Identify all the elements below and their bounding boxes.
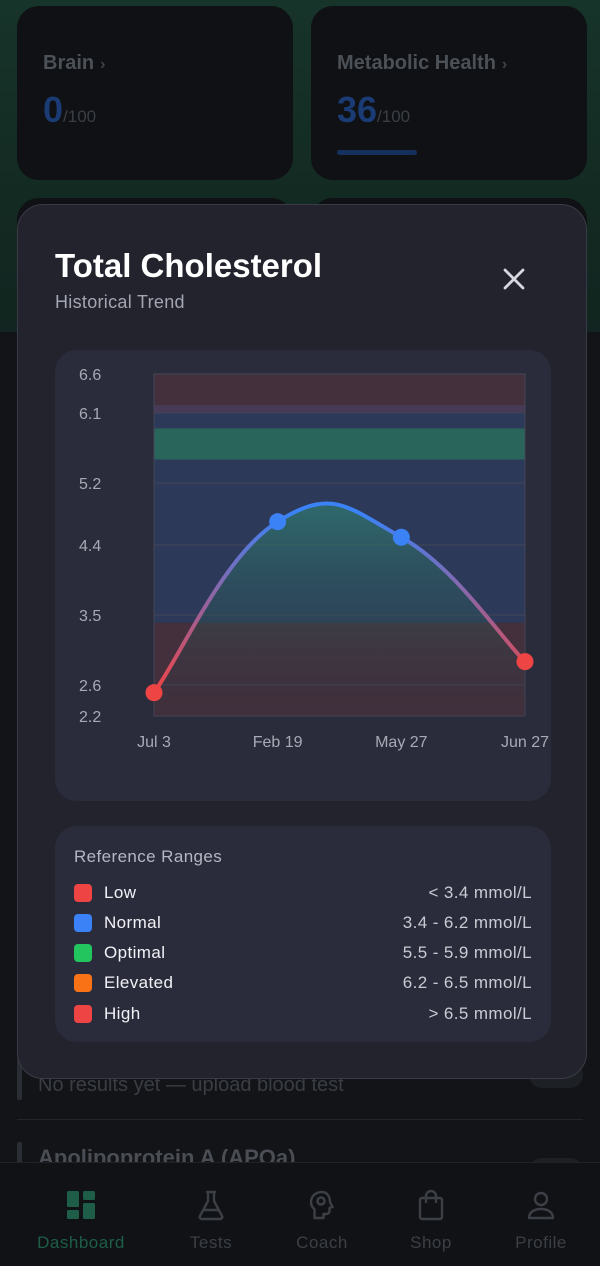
nav-label: Dashboard [37, 1233, 125, 1252]
data-point [516, 653, 534, 671]
trend-area [154, 503, 525, 716]
reference-range: > 6.5 mmol/L [428, 1004, 532, 1023]
close-icon [503, 268, 525, 290]
dashboard-icon [67, 1191, 95, 1219]
data-point [269, 513, 287, 531]
user-icon [527, 1191, 555, 1220]
y-tick-label: 6.6 [79, 367, 101, 384]
nav-coach[interactable]: Coach [262, 1163, 382, 1266]
color-swatch [74, 1005, 92, 1023]
nav-label: Tests [189, 1233, 233, 1252]
score-value: 0/100 [43, 89, 97, 130]
divider [17, 1119, 583, 1120]
reference-range: < 3.4 mmol/L [428, 883, 532, 902]
nav-dashboard[interactable]: Dashboard [21, 1163, 141, 1266]
trend-modal: Total Cholesterol Historical Trend [17, 204, 587, 1079]
reference-range: 3.4 - 6.2 mmol/L [402, 913, 532, 932]
reference-label: Elevated [104, 973, 174, 992]
color-swatch [74, 914, 92, 932]
reference-ranges-title: Reference Ranges [74, 847, 223, 866]
chevron-right-icon: › [501, 56, 508, 73]
trend-chart-card: 6.6 6.1 5.2 4.4 3.5 2.6 2.2 Jul 3 Feb 19 May 27 J… [55, 350, 551, 801]
nav-label: Coach [296, 1233, 348, 1252]
score-progress-bar [337, 150, 417, 155]
score-card-title: Brain › [43, 52, 106, 74]
reference-label: Normal [104, 913, 162, 932]
score-value: 36/100 [337, 89, 411, 130]
chevron-right-icon: › [100, 56, 106, 73]
y-tick-label: 2.2 [79, 709, 101, 726]
color-swatch [74, 974, 92, 992]
nav-profile[interactable]: Profile [481, 1163, 600, 1266]
metabolic-health-score-card[interactable]: Metabolic Health › 36/100 [311, 6, 587, 180]
reference-range: 6.2 - 6.5 mmol/L [402, 973, 532, 992]
nav-label: Shop [410, 1233, 452, 1252]
brain-score-card[interactable]: Brain › 0/100 [17, 6, 293, 180]
reference-ranges-card: Reference Ranges Low < 3.4 mmol/L Normal… [55, 826, 551, 1042]
empty-results-text: No results yet — upload blood test [38, 1074, 344, 1096]
trend-line [152, 501, 527, 695]
reference-row-normal: Normal 3.4 - 6.2 mmol/L [74, 911, 532, 935]
trend-chart: 6.6 6.1 5.2 4.4 3.5 2.6 2.2 Jul 3 Feb 19 May 27 J… [79, 367, 549, 751]
modal-title: Total Cholesterol [55, 247, 323, 284]
x-tick-label: Jul 3 [137, 734, 171, 751]
flask-icon [198, 1190, 224, 1221]
color-swatch [74, 884, 92, 902]
nav-shop[interactable]: Shop [371, 1163, 491, 1266]
y-tick-label: 2.6 [79, 678, 101, 695]
data-point [392, 528, 410, 546]
y-tick-label: 5.2 [79, 476, 101, 493]
nav-label: Profile [515, 1233, 567, 1252]
range-band-high [154, 374, 525, 413]
nav-tests[interactable]: Tests [151, 1163, 271, 1266]
x-tick-label: Jun 27 [501, 734, 549, 751]
range-band-optimal [154, 428, 525, 460]
reference-range: 5.5 - 5.9 mmol/L [402, 943, 532, 962]
x-tick-label: May 27 [375, 734, 428, 751]
score-card-title: Metabolic Health › [337, 52, 508, 74]
reference-label: Optimal [104, 943, 166, 962]
shopping-bag-icon [418, 1189, 444, 1221]
data-point [145, 684, 163, 702]
y-tick-label: 3.5 [79, 608, 101, 625]
close-button[interactable] [492, 257, 536, 301]
reference-row-low: Low < 3.4 mmol/L [74, 881, 532, 905]
y-tick-label: 6.1 [79, 406, 101, 423]
bottom-nav: Dashboard Tests Coach Shop Profile [0, 1162, 600, 1266]
brain-icon [309, 1190, 334, 1220]
color-swatch [74, 944, 92, 962]
modal-subtitle: Historical Trend [55, 292, 185, 312]
reference-row-elevated: Elevated 6.2 - 6.5 mmol/L [74, 971, 532, 995]
x-tick-label: Feb 19 [253, 734, 303, 751]
reference-row-optimal: Optimal 5.5 - 5.9 mmol/L [74, 941, 532, 965]
y-tick-label: 4.4 [79, 538, 101, 555]
reference-row-high: High > 6.5 mmol/L [74, 1002, 532, 1026]
reference-label: High [104, 1004, 141, 1023]
reference-label: Low [104, 883, 137, 902]
